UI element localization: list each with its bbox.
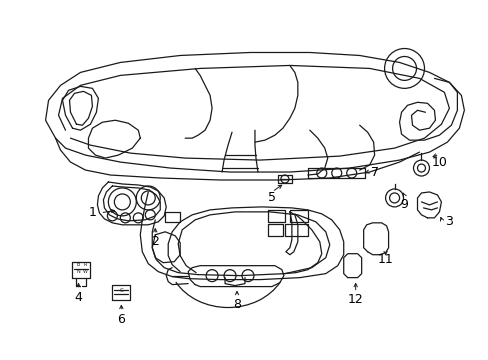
Text: 5: 5 xyxy=(267,192,275,204)
Text: 2: 2 xyxy=(151,235,159,248)
Text: 1: 1 xyxy=(88,206,96,219)
Text: C: C xyxy=(119,288,123,293)
Text: 8: 8 xyxy=(233,298,241,311)
Text: 9: 9 xyxy=(400,198,407,211)
Text: 3: 3 xyxy=(445,215,452,228)
Text: 7: 7 xyxy=(370,166,378,179)
Text: 6: 6 xyxy=(117,313,125,326)
Text: 12: 12 xyxy=(347,293,363,306)
Text: B: B xyxy=(77,262,80,267)
Text: 10: 10 xyxy=(430,156,447,168)
Text: N: N xyxy=(77,269,80,274)
Text: 11: 11 xyxy=(377,253,393,266)
Text: R: R xyxy=(83,262,87,267)
Text: W: W xyxy=(83,269,88,274)
Text: 4: 4 xyxy=(74,291,82,304)
